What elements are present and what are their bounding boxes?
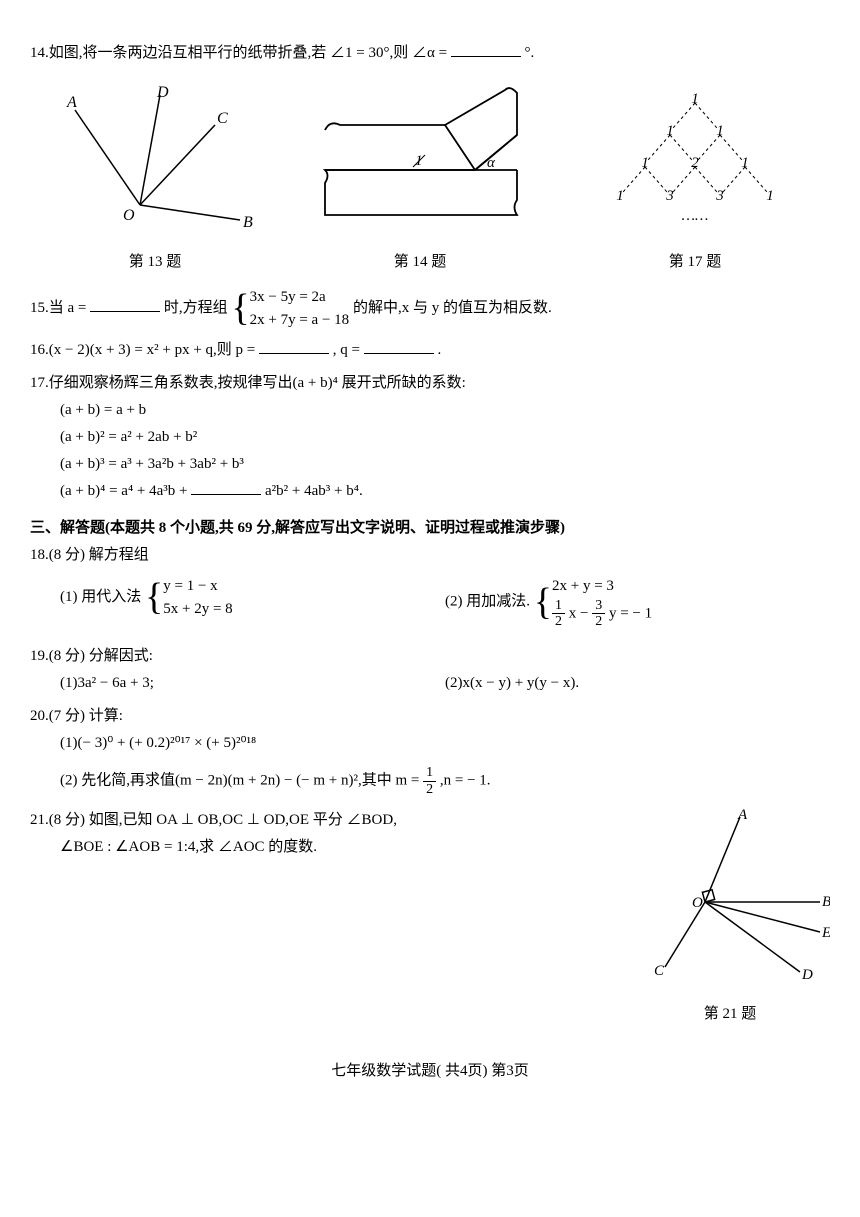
- q18-part1: (1) 用代入法 { y = 1 − x 5x + 2y = 8: [60, 575, 445, 629]
- question-18: 18.(8 分) 解方程组 (1) 用代入法 { y = 1 − x 5x + …: [30, 542, 830, 629]
- q14-text-a: 14.如图,将一条两边沿互相平行的纸带折叠,若 ∠1 = 30°,则 ∠α =: [30, 45, 447, 61]
- svg-text:1: 1: [641, 155, 649, 171]
- question-16: 16.(x − 2)(x + 3) = x² + px + q,则 p = , …: [30, 337, 830, 364]
- figure-14-caption: 第 14 题: [305, 249, 535, 276]
- svg-text:O: O: [123, 207, 135, 224]
- q17-l4a: (a + b)⁴ = a⁴ + 4a³b +: [60, 483, 188, 499]
- q17-l3: (a + b)³ = a³ + 3a²b + 3ab² + b³: [60, 451, 830, 478]
- q18-p1e2: 5x + 2y = 8: [163, 598, 232, 621]
- q20-p1: (1)(− 3)⁰ + (+ 0.2)²⁰¹⁷ × (+ 5)²⁰¹⁸: [60, 730, 830, 757]
- svg-text:D: D: [156, 85, 169, 101]
- figure-21: A O B E D C 第 21 题: [630, 807, 830, 1028]
- q15-system: { 3x − 5y = 2a 2x + 7y = a − 18: [231, 286, 349, 331]
- q16-b: , q =: [333, 342, 360, 358]
- figure-13: A D C B O 第 13 题: [55, 85, 255, 276]
- q18-p1e1: y = 1 − x: [163, 575, 232, 598]
- svg-text:1: 1: [616, 188, 624, 204]
- q15-eq1: 3x − 5y = 2a: [250, 286, 350, 309]
- q16-a: 16.(x − 2)(x + 3) = x² + px + q,则 p =: [30, 342, 255, 358]
- svg-text:O: O: [692, 895, 703, 911]
- q17-l4: (a + b)⁴ = a⁴ + 4a³b + a²b² + 4ab³ + b⁴.: [60, 478, 830, 505]
- question-19: 19.(8 分) 分解因式: (1)3a² − 6a + 3; (2)x(x −…: [30, 643, 830, 697]
- q17-a: 17.仔细观察杨辉三角系数表,按规律写出(a + b)⁴ 展开式所缺的系数:: [30, 370, 830, 397]
- figure-14-svg: 1 α: [305, 75, 535, 235]
- svg-text:2: 2: [691, 155, 699, 171]
- svg-text:E: E: [821, 925, 830, 941]
- question-15: 15.当 a = 时,方程组 { 3x − 5y = 2a 2x + 7y = …: [30, 286, 830, 331]
- svg-text:B: B: [822, 894, 830, 910]
- q18-p2a: (2) 用加减法.: [445, 594, 530, 610]
- svg-text:1: 1: [666, 123, 674, 139]
- q19-p1: (1)3a² − 6a + 3;: [60, 670, 445, 697]
- q20-head: 20.(7 分) 计算:: [30, 703, 830, 730]
- q14-text-b: °.: [525, 45, 535, 61]
- q18-p2e1: 2x + y = 3: [552, 575, 652, 598]
- question-20: 20.(7 分) 计算: (1)(− 3)⁰ + (+ 0.2)²⁰¹⁷ × (…: [30, 703, 830, 797]
- q18-p2e2: 12 x − 32 y = − 1: [552, 598, 652, 630]
- figure-17-svg: 1 1 1 1 2 1 1 3 3 1 ……: [585, 85, 805, 235]
- section-3-head: 三、解答题(本题共 8 个小题,共 69 分,解答应写出文字说明、证明过程或推演…: [30, 515, 830, 542]
- q15-b: 时,方程组: [164, 300, 228, 316]
- q17-l1: (a + b) = a + b: [60, 397, 830, 424]
- svg-text:3: 3: [665, 188, 674, 204]
- svg-text:D: D: [801, 967, 813, 983]
- svg-text:1: 1: [691, 91, 699, 107]
- q17-l4b: a²b² + 4ab³ + b⁴.: [265, 483, 363, 499]
- figure-21-svg: A O B E D C: [630, 807, 830, 987]
- q19-p2: (2)x(x − y) + y(y − x).: [445, 670, 830, 697]
- q18-p1-system: { y = 1 − x 5x + 2y = 8: [145, 575, 233, 620]
- svg-text:1: 1: [766, 188, 774, 204]
- figure-17-caption: 第 17 题: [585, 249, 805, 276]
- q16-blank-q: [364, 338, 434, 354]
- figure-13-svg: A D C B O: [55, 85, 255, 235]
- q15-a: 15.当 a =: [30, 300, 86, 316]
- figure-21-caption: 第 21 题: [630, 1001, 830, 1028]
- q20-p2a: (2) 先化简,再求值(m − 2n)(m + 2n) − (− m + n)²…: [60, 773, 419, 789]
- figures-row: A D C B O 第 13 题 1 α 第 14 题: [30, 75, 830, 276]
- q18-head: 18.(8 分) 解方程组: [30, 542, 830, 569]
- q16-c: .: [437, 342, 441, 358]
- q19-head: 19.(8 分) 分解因式:: [30, 643, 830, 670]
- q18-p1a: (1) 用代入法: [60, 589, 141, 605]
- q15-c: 的解中,x 与 y 的值互为相反数.: [353, 300, 552, 316]
- q20-frac: 12: [423, 765, 436, 797]
- q18-p2-system: { 2x + y = 3 12 x − 32 y = − 1: [534, 575, 652, 629]
- q20-p2b: ,n = − 1.: [440, 773, 491, 789]
- q16-blank-p: [259, 338, 329, 354]
- question-21: 21.(8 分) 如图,已知 OA ⊥ OB,OC ⊥ OD,OE 平分 ∠BO…: [30, 807, 830, 1028]
- svg-text:C: C: [217, 110, 228, 127]
- svg-text:3: 3: [715, 188, 724, 204]
- svg-text:C: C: [654, 963, 665, 979]
- q21-l1: 21.(8 分) 如图,已知 OA ⊥ OB,OC ⊥ OD,OE 平分 ∠BO…: [30, 807, 630, 834]
- q21-l2: ∠BOE : ∠AOB = 1:4,求 ∠AOC 的度数.: [60, 834, 630, 861]
- question-14: 14.如图,将一条两边沿互相平行的纸带折叠,若 ∠1 = 30°,则 ∠α = …: [30, 40, 830, 67]
- page-footer: 七年级数学试题( 共4页) 第3页: [30, 1058, 830, 1085]
- q15-eq2: 2x + 7y = a − 18: [250, 309, 350, 332]
- q17-blank: [191, 479, 261, 495]
- figure-13-caption: 第 13 题: [55, 249, 255, 276]
- q18-part2: (2) 用加减法. { 2x + y = 3 12 x − 32 y = − 1: [445, 575, 830, 629]
- svg-text:1: 1: [716, 123, 724, 139]
- svg-text:A: A: [737, 807, 748, 823]
- q17-l2: (a + b)² = a² + 2ab + b²: [60, 424, 830, 451]
- svg-text:……: ……: [682, 208, 709, 224]
- q14-blank: [451, 41, 521, 57]
- figure-17: 1 1 1 1 2 1 1 3 3 1 …… 第 17 题: [585, 85, 805, 276]
- q20-p2: (2) 先化简,再求值(m − 2n)(m + 2n) − (− m + n)²…: [60, 765, 830, 797]
- svg-text:α: α: [487, 155, 496, 171]
- question-17: 17.仔细观察杨辉三角系数表,按规律写出(a + b)⁴ 展开式所缺的系数: (…: [30, 370, 830, 505]
- figure-14: 1 α 第 14 题: [305, 75, 535, 276]
- svg-text:A: A: [66, 94, 77, 111]
- svg-text:B: B: [243, 214, 253, 231]
- q15-blank: [90, 296, 160, 312]
- svg-text:1: 1: [741, 155, 749, 171]
